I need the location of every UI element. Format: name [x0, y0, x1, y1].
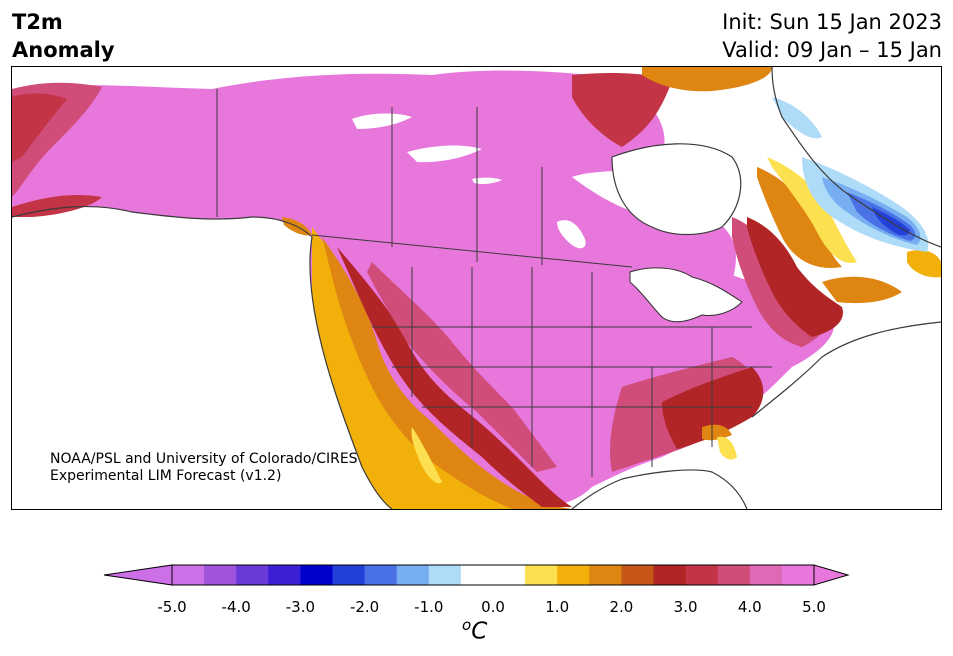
southeast-red-band: [662, 367, 764, 449]
colorbar-tick-label: -4.0: [221, 598, 251, 616]
colorbar-tick-label: 5.0: [802, 598, 826, 616]
newfoundland-yellow: [907, 250, 941, 278]
great-lakes: [629, 267, 743, 323]
map-panel: NOAA/PSL and University of Colorado/CIRE…: [11, 66, 942, 510]
hudson-bay-water: [612, 143, 741, 235]
colorbar-segment: [749, 565, 783, 585]
colorbar-segment: [589, 565, 622, 585]
colorbar-segment: [781, 565, 815, 585]
colorbar-segment: [172, 565, 205, 585]
init-date-text: Init: Sun 15 Jan 2023: [722, 10, 942, 34]
colorbar-segment: [428, 565, 462, 585]
colorbar-segment: [364, 565, 398, 585]
title-line-1: T2m: [12, 10, 63, 34]
colorbar-segment: [621, 565, 654, 585]
colorbar-segment: [653, 565, 687, 585]
maritimes-orange: [822, 276, 902, 304]
colorbar-tick-label: -5.0: [157, 598, 187, 616]
florida-orange: [702, 424, 732, 441]
unit-label: oC: [462, 616, 487, 645]
colorbar-segment: [396, 565, 430, 585]
colorbar-segment: [236, 565, 269, 585]
baja-yellow: [411, 427, 442, 484]
colorbar-tick-label: 0.0: [481, 598, 505, 616]
anomaly-map: [12, 67, 941, 509]
alaska-hot-core: [12, 93, 67, 162]
colorbar-tick-label: 3.0: [673, 598, 698, 616]
lake-winnipeg: [557, 220, 586, 249]
colorbar-tick-label: 4.0: [737, 598, 762, 616]
pacific-ocean: [12, 206, 392, 509]
atlantic-ocean: [747, 322, 941, 509]
colorbar-segment: [332, 565, 366, 585]
colorbar-segment: [525, 565, 558, 585]
political-borders: [216, 89, 772, 477]
colorbar: [103, 564, 850, 586]
colorbar-tick-label: 1.0: [545, 598, 570, 616]
colorbar-tick-label: -1.0: [414, 598, 444, 616]
credit-line-1: NOAA/PSL and University of Colorado/CIRE…: [50, 451, 358, 467]
colorbar-segment: [300, 565, 333, 585]
unit-sup: o: [462, 616, 472, 634]
map-title: T2m Anomaly: [12, 8, 115, 64]
colorbar-extend-high: [813, 564, 850, 586]
colorbar-extend-low: [103, 564, 173, 586]
colorbar-segment: [685, 565, 719, 585]
northeast-red-band: [747, 217, 843, 337]
colorbar-segment: [557, 565, 590, 585]
colorbar-segment: [460, 565, 494, 585]
colorbar-tick-label: -3.0: [285, 598, 316, 616]
forecast-dates: Init: Sun 15 Jan 2023 Valid: 09 Jan – 15…: [722, 8, 942, 64]
title-line-2: Anomaly: [12, 38, 115, 62]
colorbar-border: [171, 564, 815, 586]
labrador-orange-band: [757, 167, 842, 268]
gulf-of-mexico: [572, 469, 747, 509]
labrador-sea-water: [772, 67, 941, 247]
labrador-coast-blue: [772, 97, 822, 139]
unit-base: C: [471, 618, 488, 645]
valid-date-text: Valid: 09 Jan – 15 Jan: [722, 38, 942, 62]
colorbar-segment: [493, 565, 526, 585]
west-orange-band: [322, 237, 572, 509]
coastlines: [12, 67, 941, 509]
great-bear-lake: [352, 113, 412, 129]
florida-yellow: [717, 436, 737, 460]
arctic-orange-region: [642, 67, 772, 92]
credit-line-2: Experimental LIM Forecast (v1.2): [50, 468, 282, 484]
colorbar-tick-label: 2.0: [609, 598, 634, 616]
great-slave-lake: [407, 145, 482, 163]
colorbar-segment: [717, 565, 751, 585]
colorbar-tick-label: -2.0: [349, 598, 380, 616]
baffin-warm-region: [572, 73, 672, 147]
colorbar-segment: [268, 565, 301, 585]
credit-text: NOAA/PSL and University of Colorado/CIRE…: [50, 451, 358, 485]
colorbar-segment: [204, 565, 237, 585]
lake-athabasca: [472, 177, 502, 184]
west-yellow-band: [312, 227, 572, 509]
labrador-yellow-band: [767, 157, 857, 263]
